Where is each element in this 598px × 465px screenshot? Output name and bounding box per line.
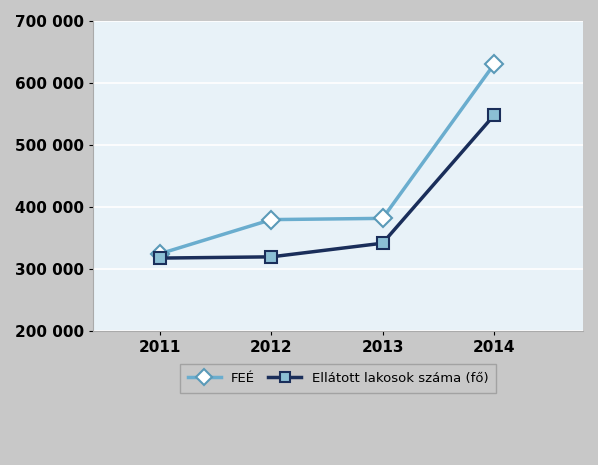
Legend: FEÉ, Ellátott lakosok száma (fő): FEÉ, Ellátott lakosok száma (fő) bbox=[180, 364, 496, 393]
